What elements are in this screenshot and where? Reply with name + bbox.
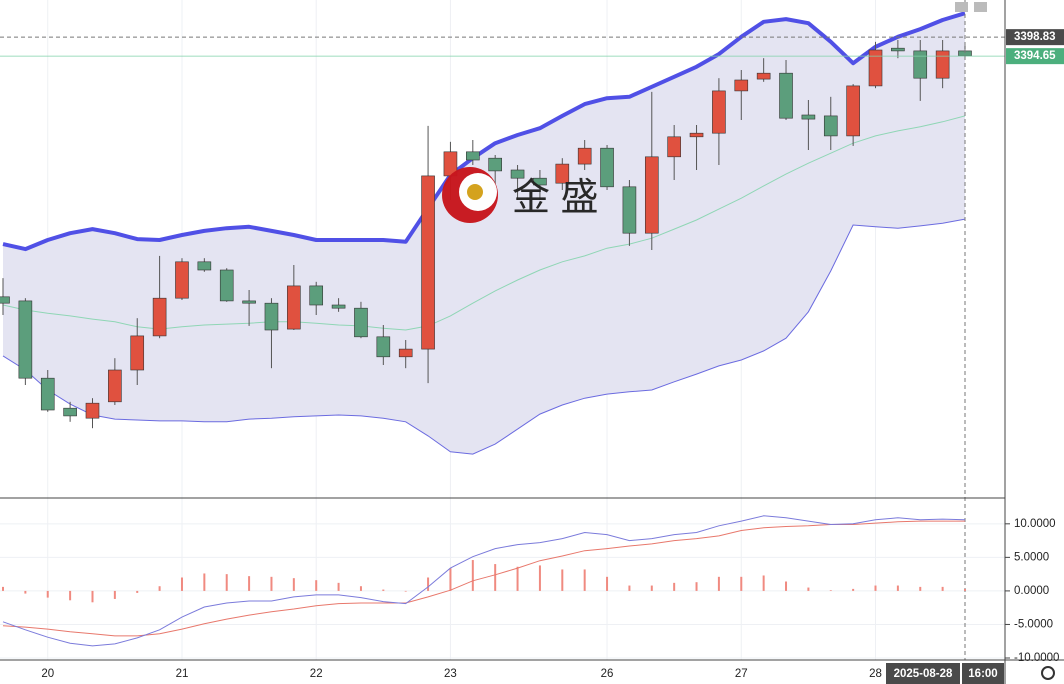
candle-body xyxy=(868,49,883,87)
candle-body xyxy=(756,72,771,80)
candle-body xyxy=(197,261,212,271)
candle-body xyxy=(555,163,570,184)
time-label-box xyxy=(962,663,1004,684)
y-tick-label: 0.0000 xyxy=(1014,585,1049,597)
dif-line xyxy=(2,515,966,647)
candle-body xyxy=(488,157,502,172)
candle-body xyxy=(130,335,145,371)
candle-body xyxy=(242,300,256,304)
candle-body xyxy=(0,296,10,304)
y-tick-label: 10.0000 xyxy=(1014,518,1056,530)
candle-body xyxy=(667,136,681,158)
candle-body xyxy=(533,177,547,186)
band-lower xyxy=(2,218,966,455)
candle-body xyxy=(935,50,950,79)
candle-body xyxy=(891,47,905,52)
icon[interactable] xyxy=(974,2,987,12)
candle-body xyxy=(175,261,189,299)
candle-body xyxy=(376,336,391,358)
candle-body xyxy=(823,115,838,137)
candle-body xyxy=(466,151,480,161)
price-label-box xyxy=(1006,48,1064,65)
candle-body xyxy=(846,85,860,137)
time-label-box xyxy=(886,663,960,684)
candle-body xyxy=(152,297,167,337)
x-tick-label: 22 xyxy=(310,668,323,680)
candle-body xyxy=(600,147,614,188)
last-price-label: 3394.65 xyxy=(1014,50,1056,62)
candle-body xyxy=(510,169,525,179)
candle-body xyxy=(40,377,55,411)
watermark: 金 盛 xyxy=(442,167,599,223)
candle-body xyxy=(331,304,346,309)
candle-body xyxy=(108,369,122,403)
candle-body xyxy=(219,269,234,302)
price-panel xyxy=(0,0,1005,660)
crosshair-price-label: 3398.83 xyxy=(1014,31,1056,43)
candle-body xyxy=(264,302,279,331)
x-tick-label: 23 xyxy=(444,668,457,680)
axes: 20 21 22 23 26 27 28 10.0000 5.0000 0.0000 -5.0000… xyxy=(41,29,1064,684)
candle-body xyxy=(622,186,637,234)
dea-line xyxy=(2,520,965,637)
candle-body xyxy=(801,114,816,120)
candle-body xyxy=(398,348,413,358)
logo xyxy=(467,184,483,200)
price-label-box xyxy=(1006,29,1064,46)
y-tick-label: -5.0000 xyxy=(1014,618,1053,630)
crosshair-date: 2025-08-28 xyxy=(894,668,953,680)
candle-body xyxy=(63,407,77,417)
candle-body xyxy=(734,79,749,92)
x-tick-label: 20 xyxy=(41,668,54,680)
candle-body xyxy=(644,156,659,234)
band-upper xyxy=(2,11,966,252)
crosshair-time: 16:00 xyxy=(968,668,997,680)
candle-body xyxy=(577,147,592,165)
candle-body xyxy=(85,402,100,419)
candle-body xyxy=(18,300,33,379)
candle-body xyxy=(309,285,324,306)
candle-body xyxy=(287,285,301,330)
candle-body xyxy=(421,175,435,350)
watermark-text: 金 盛 xyxy=(512,177,599,219)
candle-body xyxy=(913,50,928,79)
x-tick-label: 28 xyxy=(869,668,882,680)
candle-body xyxy=(779,72,793,119)
candle-body xyxy=(689,132,704,138)
x-tick-label: 21 xyxy=(176,668,189,680)
candle-body xyxy=(354,307,368,338)
x-tick-label: 27 xyxy=(735,668,748,680)
macd-panel xyxy=(2,515,966,647)
settings-icon[interactable] xyxy=(1041,666,1055,680)
y-tick-label: -10.0000 xyxy=(1014,652,1059,664)
x-tick-label: 26 xyxy=(601,668,614,680)
candle-body xyxy=(712,90,726,134)
icon[interactable] xyxy=(955,2,968,12)
y-tick-label: 5.0000 xyxy=(1014,551,1049,563)
